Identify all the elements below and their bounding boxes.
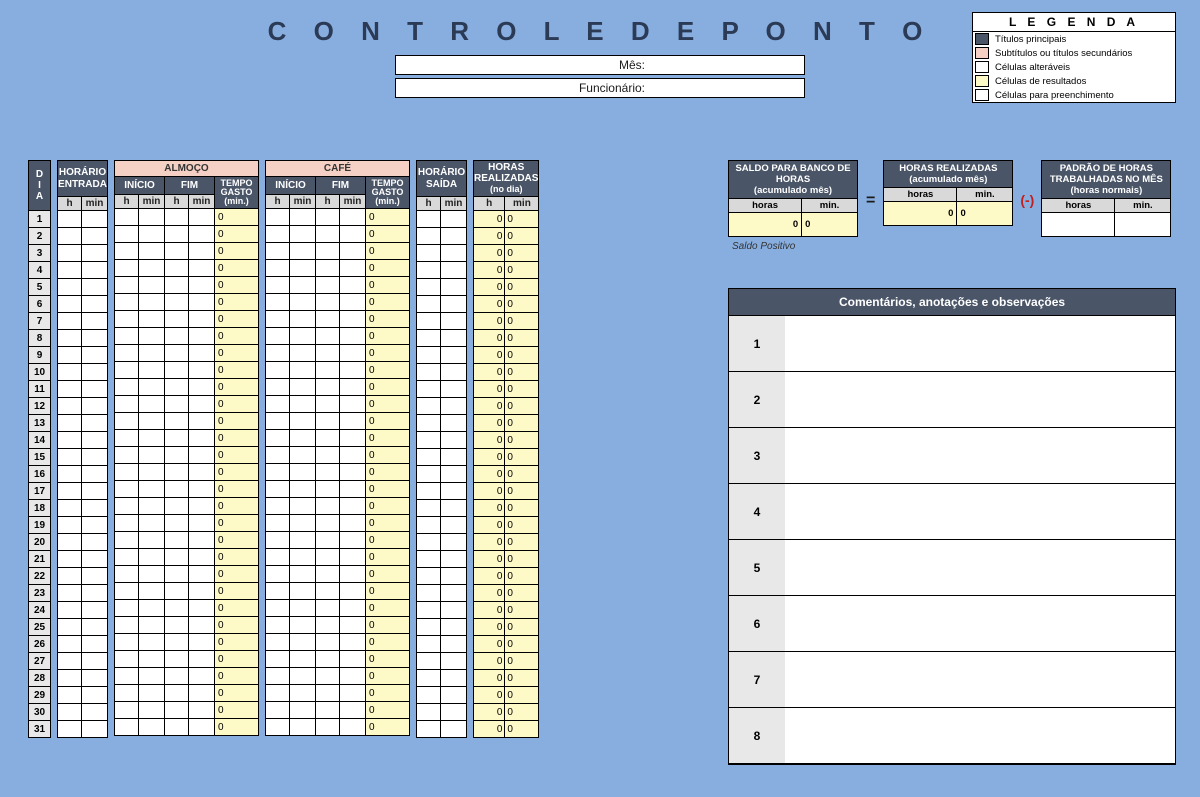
legend-label: Células para preenchimento [995, 90, 1173, 101]
meal-block: ALMOÇOINÍCIOFIMTEMPOGASTO(min.)hminhmin0… [114, 160, 259, 736]
mes-field[interactable]: Mês: [395, 55, 805, 75]
legend-row: Subtítulos ou títulos secundários [973, 46, 1175, 60]
legend-row: Células alteráveis [973, 60, 1175, 74]
saldo-positivo-label: Saldo Positivo [732, 241, 1176, 252]
comment-number: 7 [729, 652, 785, 708]
comment-number: 3 [729, 428, 785, 484]
comment-number: 8 [729, 708, 785, 764]
funcionario-field[interactable]: Funcionário: [395, 78, 805, 98]
legend-box: L E G E N D A Títulos principais Subtítul… [972, 12, 1176, 103]
legend-swatch [975, 61, 989, 73]
comment-body[interactable] [785, 484, 1175, 540]
legend-label: Células alteráveis [995, 62, 1173, 73]
comment-body[interactable] [785, 540, 1175, 596]
meal-block: CAFÉINÍCIOFIMTEMPOGASTO(min.)hminhmin000… [265, 160, 410, 736]
minus-symbol: (-) [1019, 160, 1035, 208]
summary-saldo: SALDO PARA BANCO DE HORAS(acumulado mês)… [728, 160, 858, 237]
mes-label: Mês: [555, 58, 645, 72]
legend-label: Títulos principais [995, 34, 1173, 45]
comment-body[interactable] [785, 372, 1175, 428]
comment-body[interactable] [785, 708, 1175, 764]
comment-row: 6 [729, 596, 1175, 652]
legend-swatch [975, 89, 989, 101]
comment-body[interactable] [785, 316, 1175, 372]
comment-body[interactable] [785, 652, 1175, 708]
comments-box: Comentários, anotações e observações 123… [728, 288, 1176, 765]
comment-body[interactable] [785, 428, 1175, 484]
comments-title: Comentários, anotações e observações [729, 289, 1175, 315]
time-block: HORÁRIO SAÍDAhmin [416, 160, 467, 738]
summary-realizadas: HORAS REALIZADAS(acumulado mês)horasmin.… [883, 160, 1013, 226]
comment-row: 4 [729, 484, 1175, 540]
legend-label: Células de resultados [995, 76, 1173, 87]
comment-body[interactable] [785, 596, 1175, 652]
dia-column: DIA1234567891011121314151617181920212223… [28, 160, 51, 738]
comment-row: 1 [729, 316, 1175, 372]
legend-swatch [975, 75, 989, 87]
comment-row: 2 [729, 372, 1175, 428]
comment-row: 7 [729, 652, 1175, 708]
legend-label: Subtítulos ou títulos secundários [995, 48, 1173, 59]
comment-number: 2 [729, 372, 785, 428]
comment-row: 8 [729, 708, 1175, 764]
funcionario-label: Funcionário: [555, 81, 645, 95]
comment-number: 4 [729, 484, 785, 540]
time-block: HORÁRIO ENTRADAhmin [57, 160, 108, 738]
equals-symbol: = [864, 160, 877, 210]
legend-swatch [975, 47, 989, 59]
legend-row: Células para preenchimento [973, 88, 1175, 102]
comment-number: 1 [729, 316, 785, 372]
time-block: HORAS REALIZADAS(no dia)hmin000000000000… [473, 160, 539, 738]
comment-number: 5 [729, 540, 785, 596]
comments-table: 12345678 [729, 315, 1175, 764]
legend-row: Células de resultados [973, 74, 1175, 88]
summary-padrao: PADRÃO DE HORAS TRABALHADAS NO MÊS(horas… [1041, 160, 1171, 237]
legend-swatch [975, 33, 989, 45]
comment-number: 6 [729, 596, 785, 652]
comment-row: 5 [729, 540, 1175, 596]
legend-row: Títulos principais [973, 32, 1175, 46]
legend-title: L E G E N D A [973, 13, 1175, 32]
comment-row: 3 [729, 428, 1175, 484]
